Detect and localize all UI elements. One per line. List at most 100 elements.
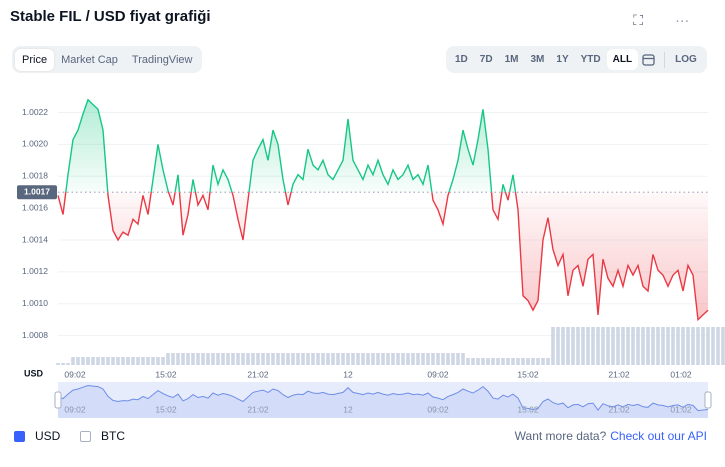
- volume-bar: [56, 363, 60, 365]
- range[interactable]: 1Y: [556, 54, 569, 65]
- volume-bar: [206, 353, 210, 365]
- volume-bar: [126, 357, 130, 365]
- range[interactable]: YTD: [580, 54, 601, 65]
- volume-bar: [561, 327, 565, 365]
- volume-bar: [441, 353, 445, 365]
- volume-bar: [606, 327, 610, 365]
- volume-bar: [91, 357, 95, 365]
- volume-bar: [481, 358, 485, 365]
- volume-bar: [381, 353, 385, 365]
- volume-bar: [411, 353, 415, 365]
- volume-bar: [551, 327, 555, 365]
- volume-bar: [591, 327, 595, 365]
- log-toggle[interactable]: LOG: [675, 54, 697, 65]
- range[interactable]: 7D: [479, 54, 493, 65]
- tab[interactable]: Market Cap: [61, 53, 118, 66]
- volume-bar: [531, 358, 535, 365]
- volume-bar: [446, 353, 450, 365]
- volume-bar: [81, 357, 85, 365]
- volume-bar: [196, 353, 200, 365]
- checkbox[interactable]: [80, 430, 91, 442]
- volume-bar: [366, 353, 370, 365]
- volume-bar: [166, 353, 170, 365]
- volume-bar: [506, 358, 510, 365]
- checkbox-label: BTC: [101, 429, 125, 443]
- volume-bar: [516, 358, 520, 365]
- volume-bar: [236, 353, 240, 365]
- calendar-icon[interactable]: [638, 53, 660, 67]
- volume-bar: [496, 358, 500, 365]
- navigator-handle[interactable]: [54, 391, 62, 409]
- volume-bar: [186, 353, 190, 365]
- volume-bar: [586, 327, 590, 365]
- navigator-handle[interactable]: [704, 391, 712, 409]
- volume-bar: [331, 353, 335, 365]
- volume-bar: [266, 353, 270, 365]
- volume-bar: [526, 358, 530, 365]
- toolbar-icons[interactable]: ⛶ ⋯: [633, 12, 703, 28]
- checkbox[interactable]: [14, 430, 25, 442]
- volume-bar: [621, 327, 625, 365]
- checkbox-btc[interactable]: BTC: [80, 429, 125, 443]
- volume-bar: [471, 358, 475, 365]
- navigator-area: [58, 385, 708, 418]
- range[interactable]: 1M: [504, 54, 519, 65]
- volume-bar: [231, 353, 235, 365]
- chart: USD 1.0008 1.0010 1.0012 1.0014 1.0016 1.0018…: [17, 98, 725, 418]
- volume-bar: [541, 358, 545, 365]
- volume-bar: [576, 327, 580, 365]
- range[interactable]: ALL: [606, 49, 639, 70]
- volume-bar: [316, 353, 320, 365]
- volume-bar: [71, 357, 75, 365]
- volume-bar: [301, 353, 305, 365]
- volume-bar: [676, 327, 680, 365]
- volume-bar: [491, 358, 495, 365]
- volume-bar: [706, 327, 710, 365]
- x-tick-label: 01:02: [670, 369, 692, 379]
- volume-bar: [421, 353, 425, 365]
- range-buttons: 1D 7D 1M 3M 1Y YTD ALL LOG: [446, 46, 707, 73]
- x-tick-label: 12: [343, 369, 353, 379]
- volume-bar: [661, 327, 665, 365]
- volume-bar: [426, 353, 430, 365]
- volume-bar: [251, 353, 255, 365]
- volume-bar: [161, 357, 165, 365]
- volume-bar: [546, 358, 550, 365]
- volume-bar: [691, 327, 695, 365]
- range[interactable]: 1D: [455, 54, 468, 65]
- volume-bar: [436, 353, 440, 365]
- tab[interactable]: TradingView: [131, 53, 193, 66]
- volume-bar: [396, 353, 400, 365]
- volume-bar: [451, 353, 455, 365]
- volume-bar: [291, 353, 295, 365]
- baseline-label-box: [17, 185, 57, 200]
- range[interactable]: 3M: [530, 54, 545, 65]
- volume-bar: [416, 353, 420, 365]
- volume-bar: [486, 358, 490, 365]
- volume-bar: [371, 353, 375, 365]
- volume-bar: [151, 357, 155, 365]
- volume-bar: [636, 327, 640, 365]
- volume-bar: [61, 363, 65, 365]
- api-note: Want more data? Check out our API: [515, 429, 707, 443]
- volume-bar: [611, 327, 615, 365]
- navigator-tick-label: 01:02: [670, 404, 692, 414]
- tab[interactable]: Price: [15, 48, 55, 71]
- volume-bar: [406, 353, 410, 365]
- separator: [664, 51, 666, 68]
- volume-bar: [631, 327, 635, 365]
- volume-bar: [566, 327, 570, 365]
- volume-bar: [246, 353, 250, 365]
- volume-bar: [281, 353, 285, 365]
- volume-bar: [66, 363, 70, 365]
- volume-bar: [456, 353, 460, 365]
- volume-bar: [651, 327, 655, 365]
- checkbox-usd[interactable]: USD: [14, 429, 60, 443]
- volume-bar: [536, 358, 540, 365]
- volume-bar: [271, 353, 275, 365]
- volume-bar: [336, 353, 340, 365]
- y-tick-label: 1.0022: [22, 107, 48, 117]
- x-tick-label: 15:02: [517, 369, 539, 379]
- api-link[interactable]: Check out our API: [610, 429, 707, 443]
